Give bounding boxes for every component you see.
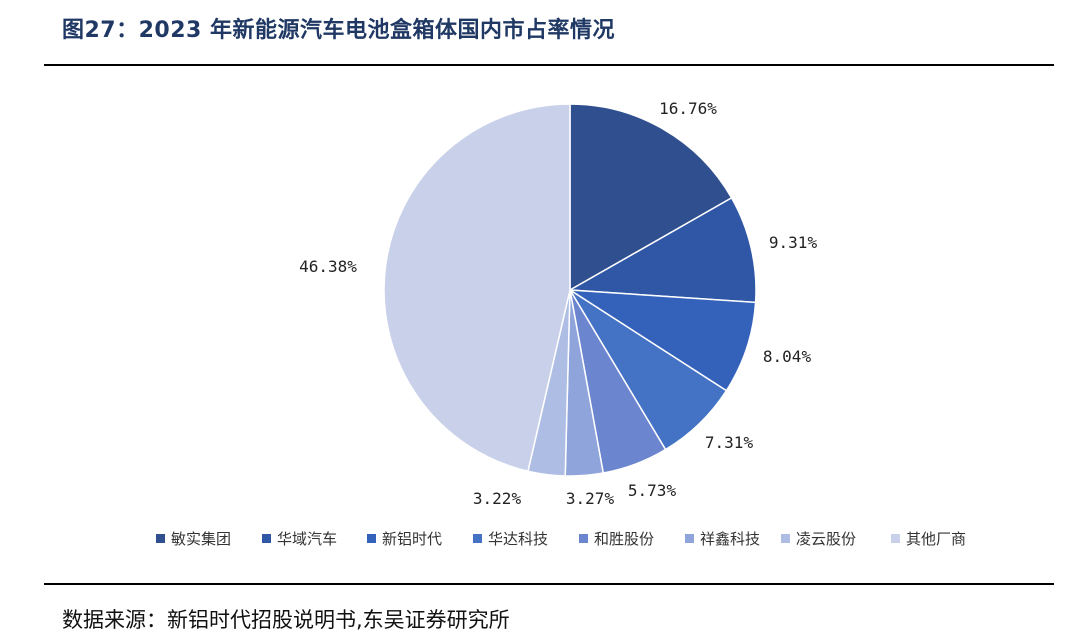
legend-swatch-1 xyxy=(156,534,165,543)
data-label-5: 5.73% xyxy=(628,481,677,500)
data-label-2: 9.31% xyxy=(769,233,818,252)
page-title: 图27：2023 年新能源汽车电池盒箱体国内市占率情况 xyxy=(62,18,616,43)
legend-label-7: 凌云股份 xyxy=(796,530,856,548)
legend-item-5: 和胜股份 xyxy=(579,530,654,548)
legend-label-2: 华域汽车 xyxy=(277,530,337,548)
top-divider xyxy=(44,64,1054,66)
data-label-6: 3.27% xyxy=(566,489,615,508)
legend-item-4: 华达科技 xyxy=(473,530,548,548)
pie-slices xyxy=(383,103,757,477)
pie-chart: 16.76% 9.31% 8.04% 7.31% 5.73% 3.27% 3.22% 46.3… xyxy=(156,99,966,548)
pie-slice-8 xyxy=(383,103,571,473)
pie-slice-2 xyxy=(567,196,757,304)
legend-label-3: 新铝时代 xyxy=(382,530,442,548)
legend-swatch-4 xyxy=(473,534,482,543)
chart-legend: 敏实集团 华域汽车 新铝时代 华达科技 和胜股份 祥鑫科技 凌云股份 其他厂商 xyxy=(156,530,966,548)
legend-swatch-8 xyxy=(891,534,900,543)
data-label-3: 8.04% xyxy=(763,347,812,366)
data-label-4: 7.31% xyxy=(705,433,754,452)
legend-item-3: 新铝时代 xyxy=(367,530,442,548)
legend-swatch-5 xyxy=(579,534,588,543)
legend-label-4: 华达科技 xyxy=(488,530,548,548)
legend-swatch-7 xyxy=(781,534,790,543)
data-label-8: 46.38% xyxy=(299,257,357,276)
legend-item-2: 华域汽车 xyxy=(262,530,337,548)
legend-item-8: 其他厂商 xyxy=(891,530,966,548)
legend-label-1: 敏实集团 xyxy=(171,530,231,548)
legend-label-5: 和胜股份 xyxy=(594,530,654,548)
legend-swatch-3 xyxy=(367,534,376,543)
legend-item-6: 祥鑫科技 xyxy=(685,530,760,548)
legend-label-6: 祥鑫科技 xyxy=(700,530,760,548)
pie-slice-3 xyxy=(569,289,757,392)
data-label-7: 3.22% xyxy=(473,489,522,508)
legend-swatch-2 xyxy=(262,534,271,543)
legend-label-8: 其他厂商 xyxy=(906,530,966,548)
legend-item-1: 敏实集团 xyxy=(156,530,231,548)
bottom-divider xyxy=(44,583,1054,585)
legend-item-7: 凌云股份 xyxy=(781,530,856,548)
data-label-1: 16.76% xyxy=(659,99,717,118)
pie-slice-1 xyxy=(569,103,733,292)
source-note: 数据来源：新铝时代招股说明书,东吴证券研究所 xyxy=(62,608,510,632)
pie-data-labels: 16.76% 9.31% 8.04% 7.31% 5.73% 3.27% 3.22% 46.3… xyxy=(299,99,817,508)
legend-swatch-6 xyxy=(685,534,694,543)
